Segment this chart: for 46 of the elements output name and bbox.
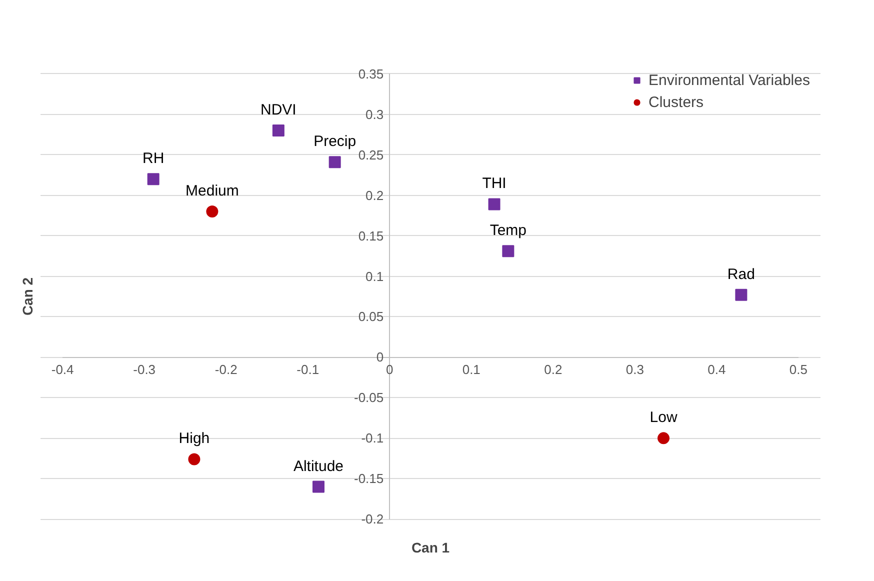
y-tick-label: -0.1 xyxy=(361,430,384,446)
annotation: Low xyxy=(650,409,678,426)
annotation: RH xyxy=(142,150,164,168)
point xyxy=(735,288,748,301)
y-tick-label: -0.2 xyxy=(361,512,384,527)
x-tick-label: -0.4 xyxy=(51,362,74,378)
point xyxy=(188,453,200,466)
annotation: Altitude xyxy=(293,458,344,475)
point xyxy=(502,245,514,258)
annotation: Precip xyxy=(314,133,356,150)
x-tick-label: 0.1 xyxy=(462,362,480,378)
y-tick-label: 0.05 xyxy=(358,309,384,324)
point xyxy=(658,432,670,444)
y-tick-label: 0.35 xyxy=(358,66,384,82)
point xyxy=(147,173,160,186)
legend-label: Clusters xyxy=(648,94,704,110)
x-tick-label: 0.3 xyxy=(626,362,644,378)
annotation: NDVI xyxy=(260,102,296,119)
annotation: THI xyxy=(482,175,506,192)
y-tick-label: 0.3 xyxy=(366,106,384,122)
annotation: Temp xyxy=(490,222,527,240)
annotation: Medium xyxy=(186,182,239,200)
x-tick-label: 0.4 xyxy=(708,362,726,378)
point xyxy=(488,198,500,210)
y-tick-label: 0.1 xyxy=(366,268,384,284)
annotation: High xyxy=(178,430,210,448)
x-tick-label: 0.2 xyxy=(544,362,562,378)
point xyxy=(312,480,324,493)
y-tick-label: 0.15 xyxy=(358,228,384,244)
y-tick-label: -0.15 xyxy=(354,471,384,486)
point xyxy=(328,156,341,168)
y-tick-label: -0.05 xyxy=(354,390,384,406)
y-tick-label: 0 xyxy=(376,350,384,365)
point xyxy=(206,206,218,218)
annotation: Rad xyxy=(727,266,755,283)
x-tick-label: 0.5 xyxy=(789,362,808,378)
legend-label: Environmental Variables xyxy=(648,72,810,88)
x-tick-label: -0.2 xyxy=(214,362,238,378)
y-axis-title: Can 2 xyxy=(20,277,36,316)
x-tick-label: -0.3 xyxy=(133,362,156,378)
point xyxy=(272,124,284,137)
x-axis-title: Can 1 xyxy=(411,540,450,556)
x-tick-label: -0.1 xyxy=(296,362,320,378)
x-tick-label: 0 xyxy=(386,362,394,378)
y-tick-label: 0.25 xyxy=(358,147,384,162)
y-tick-label: 0.2 xyxy=(366,188,384,203)
